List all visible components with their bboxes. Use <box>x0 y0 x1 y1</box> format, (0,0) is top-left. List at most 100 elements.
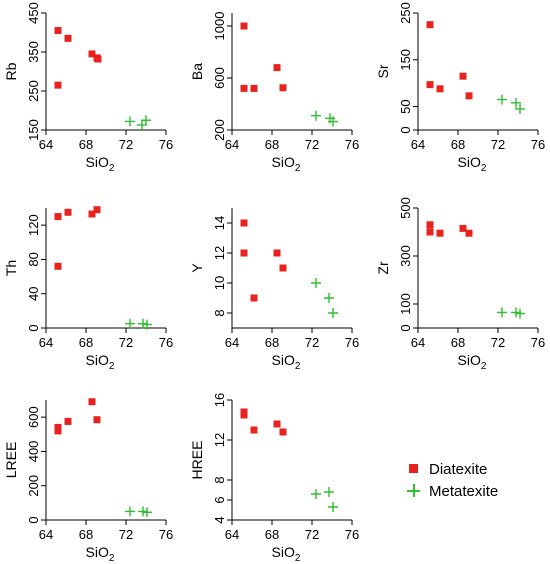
metatexite-point <box>311 489 321 499</box>
diatexite-point <box>273 64 281 72</box>
y-tick-label: 4 <box>212 516 227 523</box>
y-axis-label: Sr <box>375 64 391 78</box>
metatexite-point <box>142 319 152 330</box>
diatexite-point <box>88 50 96 58</box>
y-tick-label: 100 <box>398 293 413 315</box>
panel-zr: 64 68 72 76 0 100 300 500 Zr SiO2 <box>375 197 545 372</box>
y-axis-label: LREE <box>3 442 19 479</box>
y-tick-label: 450 <box>26 2 41 24</box>
panel-th: 64 68 72 76 0 40 80 120 Th SiO2 <box>3 206 173 372</box>
x-axis-label: SiO2 <box>86 154 115 174</box>
diatexite-point <box>273 420 281 428</box>
x-tick-label: 68 <box>265 335 279 350</box>
diatexite-point <box>426 228 434 236</box>
x-tick-label: 68 <box>265 527 279 542</box>
y-tick-label: 0 <box>398 324 413 331</box>
x-axis-label: SiO2 <box>86 352 115 372</box>
x-tick-label: 76 <box>159 137 173 152</box>
diatexite-point <box>93 206 101 214</box>
metatexite-point <box>328 308 338 318</box>
diatexite-point <box>64 208 72 216</box>
x-tick-label: 72 <box>119 527 133 542</box>
y-tick-label: 250 <box>26 80 41 102</box>
metatexite-point <box>515 103 525 114</box>
diatexite-point <box>54 81 62 89</box>
diatexite-point <box>240 84 248 92</box>
y-tick-label: 40 <box>26 286 41 300</box>
x-tick-label: 76 <box>345 335 359 350</box>
x-tick-label: 72 <box>305 137 319 152</box>
y-tick-label: 10 <box>212 276 227 290</box>
x-tick-label: 68 <box>79 527 93 542</box>
y-tick-label: 0 <box>26 324 41 331</box>
axis-frame <box>45 13 166 131</box>
y-tick-label: 6 <box>212 496 227 503</box>
y-tick-label: 0 <box>398 126 413 133</box>
diatexite-point <box>459 224 467 232</box>
x-axis-label: SiO2 <box>272 352 301 372</box>
y-tick-label: 500 <box>398 197 413 219</box>
legend-item-diatexite: Diatexite <box>405 458 498 480</box>
diatexite-point <box>94 55 102 63</box>
diatexite-point <box>54 27 62 35</box>
x-tick-label: 68 <box>451 137 465 152</box>
axis-frame <box>45 400 166 521</box>
x-tick-label: 76 <box>159 527 173 542</box>
y-tick-label: 0 <box>26 516 41 523</box>
axis-frame <box>231 208 352 329</box>
diatexite-point <box>436 85 444 93</box>
x-tick-label: 68 <box>451 335 465 350</box>
x-tick-label: 76 <box>345 527 359 542</box>
diatexite-point <box>273 249 281 257</box>
metatexite-point <box>311 110 321 121</box>
diatexite-point <box>250 294 258 302</box>
x-tick-label: 72 <box>305 527 319 542</box>
diatexite-point <box>93 416 101 424</box>
x-axis-label: SiO2 <box>272 154 301 174</box>
diatexite-point <box>240 22 248 30</box>
metatexite-point <box>324 293 334 303</box>
y-axis-label: Rb <box>3 62 19 80</box>
y-tick-label: 1000 <box>212 12 227 41</box>
x-tick-label: 72 <box>491 335 505 350</box>
panel-y: 64 68 72 76 8 10 12 14 Y SiO2 <box>189 208 359 372</box>
y-axis-label: Th <box>3 260 19 276</box>
y-tick-label: 150 <box>398 49 413 71</box>
x-tick-label: 64 <box>225 527 239 542</box>
axis-frame <box>231 400 352 521</box>
y-tick-label: 250 <box>398 2 413 24</box>
legend: Diatexite Metatexite <box>405 458 498 502</box>
y-tick-label: 8 <box>212 476 227 483</box>
x-axis-label: SiO2 <box>458 352 487 372</box>
diatexite-point <box>88 210 96 218</box>
y-tick-label: 200 <box>212 119 227 141</box>
legend-square-marker <box>405 460 423 478</box>
x-tick-label: 72 <box>119 137 133 152</box>
y-tick-label: 50 <box>398 99 413 113</box>
panel-ba: 64 68 72 76 200 600 1000 Ba SiO2 <box>189 12 359 174</box>
diatexite-point <box>54 427 62 435</box>
metatexite-point <box>324 487 334 497</box>
metatexite-point <box>328 502 338 512</box>
x-axis-label: SiO2 <box>86 544 115 564</box>
diatexite-point <box>54 213 62 221</box>
diatexite-point <box>279 84 287 92</box>
diatexite-point <box>279 264 287 272</box>
diatexite-point <box>64 417 72 425</box>
x-tick-label: 76 <box>531 137 545 152</box>
axis-frame <box>231 13 352 131</box>
metatexite-point <box>141 115 151 126</box>
y-tick-label: 150 <box>26 119 41 141</box>
x-tick-label: 64 <box>225 335 239 350</box>
diatexite-point <box>88 398 96 406</box>
diatexite-point <box>240 219 248 227</box>
y-tick-label: 600 <box>26 406 41 428</box>
diatexite-point <box>426 81 434 89</box>
metatexite-point <box>515 308 525 319</box>
y-tick-label: 12 <box>212 246 227 260</box>
metatexite-point <box>125 506 135 517</box>
x-tick-label: 64 <box>411 335 425 350</box>
panel-sr: 64 68 72 76 0 50 150 250 Sr SiO2 <box>375 2 545 174</box>
x-tick-label: 68 <box>79 137 93 152</box>
y-tick-label: 120 <box>26 214 41 236</box>
